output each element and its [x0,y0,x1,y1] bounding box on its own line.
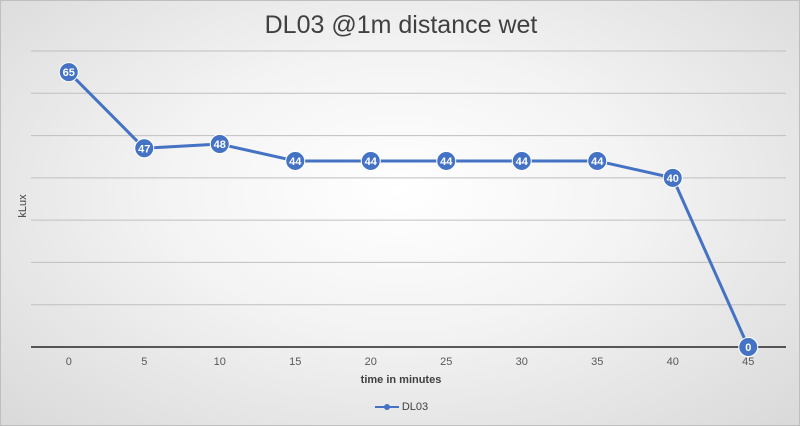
data-point [738,337,759,357]
data-point [285,150,306,171]
x-tick-label: 5 [141,356,147,368]
data-label: 48 [214,139,226,151]
data-point [209,134,230,155]
data-point [511,150,532,171]
x-tick-label: 45 [742,356,754,368]
data-label: 44 [440,156,453,168]
x-tick-label: 20 [365,356,377,368]
data-point [134,138,155,159]
x-tick-label: 10 [214,356,226,368]
series-line [67,71,750,348]
data-label: 40 [667,173,679,185]
series-dl03 [67,71,750,348]
legend-marker-icon [374,404,399,410]
data-label: 44 [516,156,529,168]
data-label: 47 [138,143,150,155]
legend: DL03 [1,401,799,413]
data-labels: 65 47 48 44 44 44 44 44 40 0 [58,62,759,357]
chart-title: DL03 @1m distance wet [264,11,538,39]
data-point [58,62,79,83]
data-label: 44 [289,156,302,168]
x-tick-label: 25 [440,356,452,368]
legend-label: DL03 [401,401,429,413]
data-label: 65 [63,67,75,79]
data-label: 44 [591,156,604,168]
x-tick-label: 0 [66,356,72,368]
data-label: 44 [365,156,378,168]
gridlines [31,50,786,306]
data-point [436,150,457,171]
x-tick-label: 35 [591,356,603,368]
x-tick-label: 30 [516,356,528,368]
x-tick-label: 40 [667,356,679,368]
x-axis-title: time in minutes [360,374,442,386]
data-label: 0 [745,342,751,354]
x-axis: 0 5 10 15 20 25 30 35 40 45 [31,346,786,368]
legend-item-dl03: DL03 [374,401,428,413]
data-point [360,150,381,171]
data-point [662,167,683,188]
data-point [587,150,608,171]
x-tick-label: 15 [289,356,301,368]
